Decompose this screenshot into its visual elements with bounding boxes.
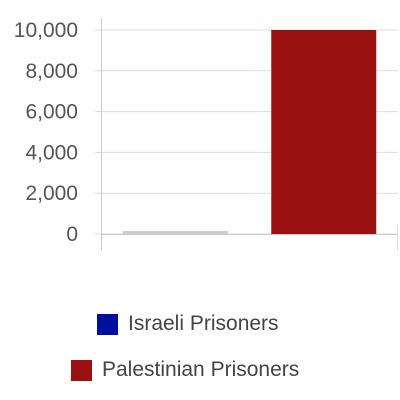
- legend-item-palestinian-prisoners[interactable]: Palestinian Prisoners: [71, 350, 299, 390]
- legend-item-israeli-prisoners[interactable]: Israeli Prisoners: [97, 304, 279, 344]
- bar-palestinian-prisoners[interactable]: [271, 30, 377, 234]
- y-tick-label: 10,000: [14, 19, 78, 42]
- y-tick-label: 2,000: [25, 182, 78, 205]
- y-axis-tick-labels: 0 2,000 4,000 6,000 8,000 10,000: [14, 19, 78, 246]
- legend-swatch-israeli-prisoners: [97, 313, 118, 335]
- y-tick-label: 4,000: [25, 141, 78, 164]
- bar-chart: 0 2,000 4,000 6,000 8,000 10,000: [14, 18, 398, 250]
- legend-label-palestinian-prisoners: Palestinian Prisoners: [102, 358, 300, 381]
- bar-israeli-prisoners[interactable]: [122, 231, 228, 234]
- legend-swatch-palestinian-prisoners: [71, 359, 92, 381]
- y-tick-label: 6,000: [25, 101, 78, 124]
- legend-label-israeli-prisoners: Israeli Prisoners: [128, 312, 279, 335]
- bars: [122, 30, 377, 234]
- y-tick-label: 0: [66, 223, 78, 246]
- y-tick-label: 8,000: [25, 60, 78, 83]
